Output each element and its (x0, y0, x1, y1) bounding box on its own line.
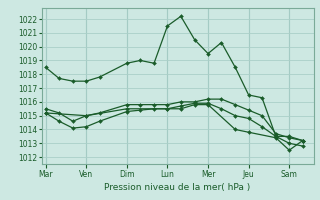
X-axis label: Pression niveau de la mer( hPa ): Pression niveau de la mer( hPa ) (104, 183, 251, 192)
